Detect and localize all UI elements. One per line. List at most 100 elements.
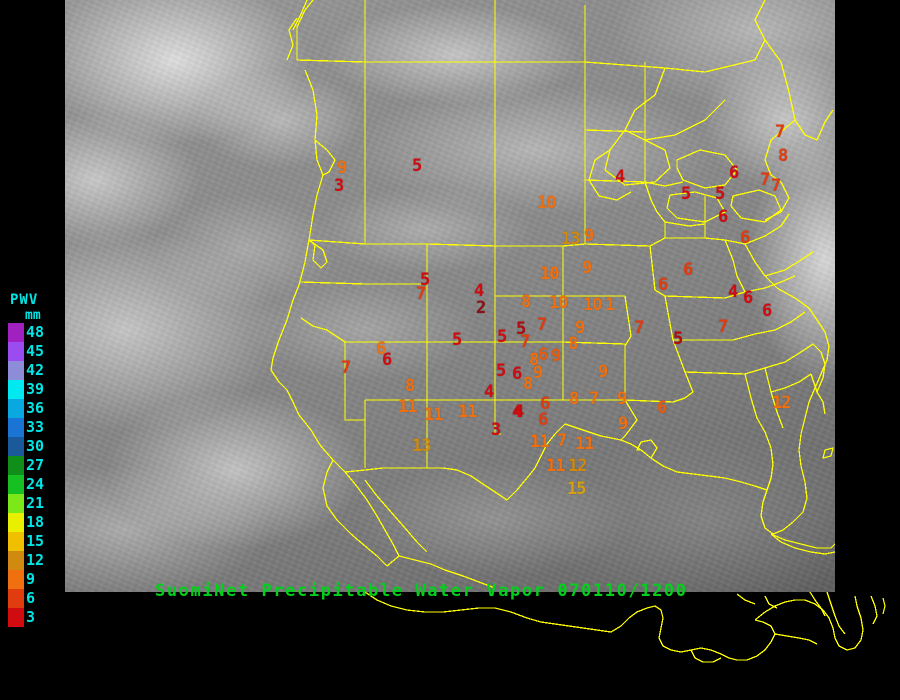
pwv-station-value: 9 [337, 158, 347, 178]
colorbar-tick-label: 3 [26, 608, 36, 626]
map-borders-overlay [270, 0, 835, 589]
pwv-station-value: 5 [715, 184, 725, 204]
pwv-station-value: 5 [681, 184, 691, 204]
pwv-station-value: 7 [771, 176, 781, 196]
pwv-station-value: 5 [412, 156, 422, 176]
pwv-station-value: 9 [575, 318, 585, 338]
sensor-noise-texture [65, 0, 835, 592]
colorbar-swatch [8, 323, 24, 342]
colorbar-tick-label: 12 [26, 551, 45, 569]
colorbar-swatch [8, 437, 24, 456]
colorbar-tick-labels: 48 45 42 39 36 33 30 27 24 21 18 15 12 9 6 3 [26, 323, 44, 627]
pwv-station-value: 6 [540, 394, 550, 414]
pwv-station-value: 6 [538, 345, 548, 365]
pwv-station-value: 7 [341, 358, 351, 378]
pwv-station-value: 4 [514, 402, 524, 422]
pwv-station-value: 9 [551, 346, 561, 366]
pwv-station-value: 10 [537, 193, 557, 213]
colorbar-swatch [8, 551, 24, 570]
pwv-station-value: 8 [523, 374, 533, 394]
pwv-station-value: 7 [537, 315, 547, 335]
pwv-station-value: 9 [533, 363, 543, 383]
pwv-station-value: 4 [474, 281, 484, 301]
colorbar-swatch [8, 589, 24, 608]
product-caption: SuomiNet Precipitable Water Vapor 070110… [155, 581, 688, 601]
colorbar-tick-label: 18 [26, 513, 45, 531]
pwv-station-value: 5 [497, 327, 507, 347]
pwv-station-value: 8 [569, 389, 579, 409]
pwv-station-value: 9 [617, 389, 627, 409]
colorbar-tick-label: 15 [26, 532, 45, 550]
colorbar-swatch [8, 361, 24, 380]
pwv-station-value: 6 [743, 288, 753, 308]
pwv-station-value: 5 [516, 319, 526, 339]
pwv-station-value: 8 [529, 350, 539, 370]
pwv-station-value: 8 [405, 376, 415, 396]
pwv-station-value: 15 [567, 479, 587, 499]
pwv-station-value: 9 [598, 362, 608, 382]
colorbar-tick-label: 9 [26, 570, 36, 588]
pwv-station-value: 11 [424, 405, 444, 425]
colorbar-swatch [8, 513, 24, 532]
colorbar-tick-label: 33 [26, 418, 45, 436]
pwv-station-value: 7 [416, 284, 426, 304]
colorbar-swatch [8, 418, 24, 437]
colorbar-tick-label: 24 [26, 475, 45, 493]
pwv-station-value: 11 [398, 397, 418, 417]
pwv-station-value: 3 [334, 176, 344, 196]
pwv-station-value: 11 [546, 456, 566, 476]
colorbar-tick-label: 36 [26, 399, 45, 417]
pwv-colorbar: PWV mm 48 45 42 39 36 33 30 27 24 21 18 15 12 9 6 3 [0, 292, 62, 652]
colorbar-swatch [8, 342, 24, 361]
colorbar-tick-label: 39 [26, 380, 45, 398]
pwv-station-value: 3 [491, 420, 501, 440]
colorbar-swatch [8, 532, 24, 551]
pwv-station-value: 12 [568, 456, 588, 476]
pwv-station-value: 9 [582, 258, 592, 278]
colorbar-swatch [8, 380, 24, 399]
pwv-station-value: 6 [376, 339, 386, 359]
pwv-station-value: 1 [605, 295, 615, 315]
pwv-station-value: 11 [575, 434, 595, 454]
colorbar-tick-label: 48 [26, 323, 45, 341]
colorbar-swatch [8, 570, 24, 589]
pwv-station-value: 10 [540, 264, 560, 284]
pwv-station-value: 2 [476, 298, 486, 318]
pwv-station-value: 5 [420, 270, 430, 290]
pwv-station-value: 6 [382, 350, 392, 370]
pwv-station-value: 6 [718, 207, 728, 227]
pwv-station-value: 5 [673, 329, 683, 349]
pwv-station-value: 6 [762, 301, 772, 321]
pwv-station-value: 4 [484, 382, 494, 402]
pwv-station-value: 6 [683, 260, 693, 280]
colorbar-swatch [8, 475, 24, 494]
colorbar-tick-label: 27 [26, 456, 45, 474]
colorbar-swatch [8, 494, 24, 513]
pwv-station-value: 8 [778, 146, 788, 166]
colorbar-tick-label: 6 [26, 589, 36, 607]
pwv-station-value: 6 [538, 410, 548, 430]
colorbar-tick-label: 45 [26, 342, 45, 360]
pwv-station-value: 6 [658, 275, 668, 295]
pwv-station-value: 7 [775, 122, 785, 142]
colorbar-units: mm [25, 308, 41, 323]
pwv-station-value: 8 [568, 334, 578, 354]
pwv-station-value: 7 [718, 317, 728, 337]
pwv-station-value: 13 [561, 229, 581, 249]
pwv-station-value: 12 [772, 393, 792, 413]
pwv-station-value: 4 [512, 402, 522, 422]
pwv-station-value: 4 [615, 167, 625, 187]
pwv-station-value: 11 [530, 432, 550, 452]
cloud-texture [65, 0, 835, 592]
colorbar-title: PWV [10, 292, 39, 308]
pwv-station-value: 9 [618, 414, 628, 434]
pwv-station-value: 4 [728, 282, 738, 302]
colorbar-swatch [8, 608, 24, 627]
satellite-image-panel [65, 0, 835, 592]
pwv-station-value: 6 [729, 163, 739, 183]
pwv-station-value: 5 [452, 330, 462, 350]
pwv-station-value: 7 [557, 431, 567, 451]
pwv-station-value: 7 [760, 170, 770, 190]
pwv-station-value: 7 [589, 389, 599, 409]
